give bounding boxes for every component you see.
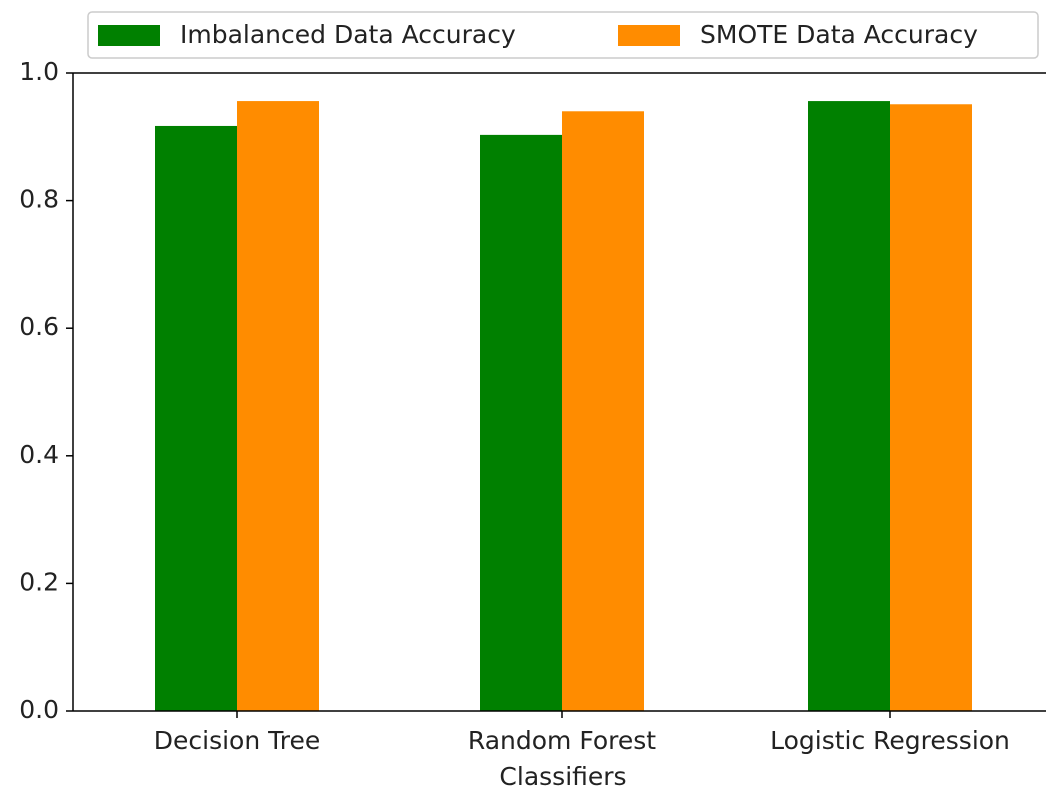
y-tick-label: 0.4 (19, 440, 59, 469)
bar (480, 134, 562, 712)
x-tick-label: Random Forest (468, 726, 656, 755)
y-tick-label: 0.2 (19, 567, 59, 596)
y-tick-label: 1.0 (19, 57, 59, 86)
legend-label: SMOTE Data Accuracy (700, 20, 978, 49)
bar (237, 101, 319, 711)
y-tick-label: 0.8 (19, 185, 59, 214)
bar (155, 125, 237, 712)
x-axis-label: Classifiers (499, 762, 626, 791)
legend-swatch (98, 25, 160, 46)
legend-swatch (618, 25, 680, 46)
x-tick-label: Decision Tree (154, 726, 320, 755)
bar (808, 101, 890, 711)
y-tick-label: 0.6 (19, 312, 59, 341)
y-tick-label: 0.0 (19, 695, 59, 724)
legend-box (87, 11, 1039, 59)
bar (562, 111, 644, 711)
legend-label: Imbalanced Data Accuracy (180, 20, 516, 49)
x-tick-label: Logistic Regression (770, 726, 1010, 755)
bar (890, 104, 972, 711)
